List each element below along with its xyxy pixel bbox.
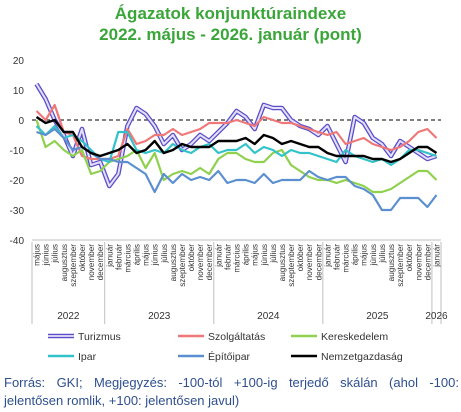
legend-label: Turizmus [78,331,121,343]
series-line [35,83,437,187]
series-line [35,119,438,194]
chart-title-line2: 2022. május - 2026. január (pont) [99,25,362,44]
year-label: 2022 [57,311,80,322]
x-tick-label: június [42,244,51,266]
series-line [35,115,438,164]
x-tick-label: július [51,244,60,264]
legend-label: Szolgáltatás [208,331,265,343]
x-tick-label: november [87,244,96,281]
legend-label: Építőipar [208,350,251,363]
series-line-outline [34,82,438,189]
x-tick-label: január [214,244,223,268]
x-tick-label: december [314,244,323,281]
y-tick-label: -20 [10,176,25,187]
x-tick-label: február [223,244,232,270]
x-tick-label: szeptember [287,244,296,287]
x-tick-label: szeptember [69,244,78,287]
x-tick-label: március [233,244,242,273]
x-tick-label: augusztus [60,244,69,281]
x-tick-label: április [351,244,360,265]
x-tick-label: augusztus [278,244,287,281]
y-tick-label: 0 [18,116,24,127]
x-tick-label: május [33,244,42,266]
legend-label: Kereskedelem [321,331,388,343]
year-label: 2024 [257,311,280,322]
source-note: Forrás: GKI; Megjegyzés: -100-tól +100-i… [4,375,459,408]
x-tick-label: november [414,244,423,281]
year-label: 2026 [425,311,448,322]
x-tick-label: június [369,244,378,266]
x-tick-label: szeptember [396,244,405,287]
x-tick-label: március [123,244,132,273]
x-tick-label: október [187,244,196,272]
x-tick-label: január [323,244,332,268]
x-tick-label: június [151,244,160,266]
x-tick-label: január [105,244,114,268]
x-tick-label: december [205,244,214,281]
x-tick-label: április [133,244,142,265]
x-tick-label: október [405,244,414,272]
legend-label: Ipar [78,351,97,363]
x-tick-label: augusztus [169,244,178,281]
x-tick-label: március [342,244,351,273]
x-tick-label: június [260,244,269,266]
legend-label: Nemzetgazdaság [321,351,403,363]
chart-title-line1: Ágazatok konjunktúraindexe [114,4,347,23]
y-tick-label: 20 [13,56,25,67]
x-tick-label: október [78,244,87,272]
x-tick-label: november [305,244,314,281]
x-tick-label: január [432,244,441,268]
x-tick-label: november [196,244,205,281]
x-tick-label: július [378,244,387,264]
x-tick-label: február [332,244,341,270]
x-tick-label: május [142,244,151,266]
x-tick-label: augusztus [387,244,396,281]
year-label: 2023 [148,311,171,322]
y-tick-label: 10 [13,86,25,97]
x-tick-label: február [114,244,123,270]
x-tick-label: december [96,244,105,281]
y-tick-label: -30 [10,206,25,217]
series-line [36,127,438,212]
x-tick-label: október [296,244,305,272]
x-tick-label: május [251,244,260,266]
x-tick-label: december [423,244,432,281]
x-tick-label: április [242,244,251,265]
year-label: 2025 [366,311,389,322]
x-tick-label: szeptember [178,244,187,287]
y-tick-label: -10 [10,146,25,157]
x-tick-label: július [160,244,169,264]
y-tick-label: -40 [10,236,25,247]
chart-title: Ágazatok konjunktúraindexe 2022. május -… [0,3,461,45]
x-tick-label: május [360,244,369,266]
x-tick-label: július [269,244,278,264]
